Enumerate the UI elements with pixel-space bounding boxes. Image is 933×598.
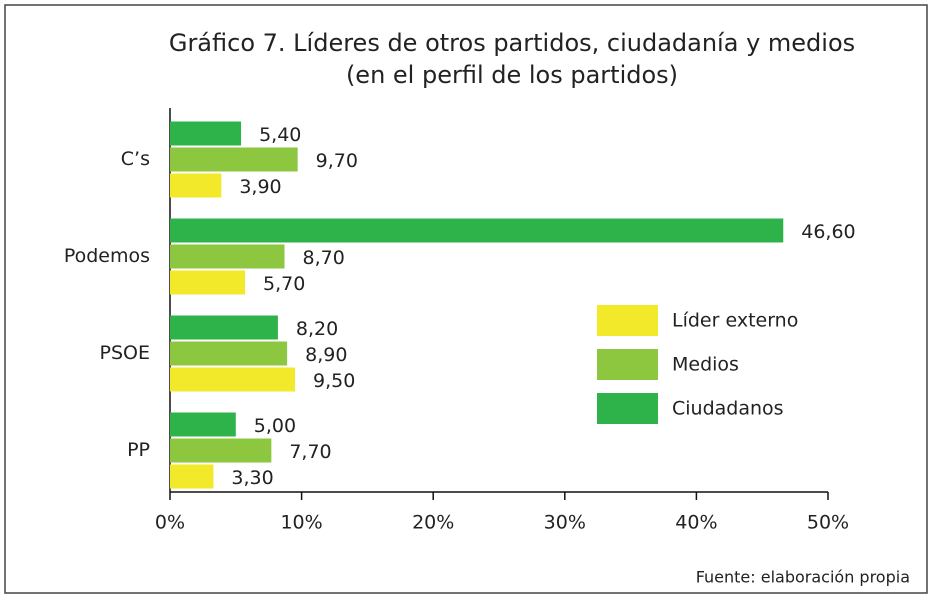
y-tick-label: C’s [121,148,150,170]
x-tick-label: 0% [155,512,185,534]
value-label: 9,70 [316,150,358,172]
legend-label: Líder externo [672,310,798,332]
chart-subtitle: (en el perfil de los partidos) [346,61,678,89]
value-label: 3,90 [239,176,281,198]
bar [170,218,784,243]
legend-swatch [597,349,658,380]
y-tick-label: PP [127,439,150,461]
x-tick-label: 50% [807,512,849,534]
x-tick-label: 40% [675,512,717,534]
value-label: 8,20 [296,318,338,340]
bar [170,341,288,366]
bar [170,121,242,146]
frame [4,4,928,594]
legend-swatch [597,393,658,424]
value-label: 3,30 [231,467,273,489]
x-tick-label: 30% [544,512,586,534]
bar [170,315,278,340]
legend-swatch [597,305,658,336]
legend-label: Ciudadanos [672,398,784,420]
bar [170,147,298,172]
bar [170,270,246,295]
value-label: 5,00 [254,415,296,437]
legend-label: Medios [672,354,739,376]
y-tick-label: Podemos [64,245,150,267]
value-label: 5,70 [263,273,305,295]
value-label: 9,50 [313,370,355,392]
x-tick-label: 10% [280,512,322,534]
bar [170,464,214,489]
bar [170,173,222,198]
value-label: 46,60 [801,221,855,243]
source: Fuente: elaboración propia [696,568,910,587]
bar [170,367,296,392]
value-label: 5,40 [259,124,301,146]
bar [170,412,236,437]
bar [170,244,285,269]
value-label: 7,70 [289,441,331,463]
value-label: 8,90 [305,344,347,366]
bar [170,438,272,463]
chart-title: Gráfico 7. Líderes de otros partidos, ci… [169,29,855,57]
y-tick-label: PSOE [100,342,150,364]
x-tick-label: 20% [412,512,454,534]
value-label: 8,70 [302,247,344,269]
